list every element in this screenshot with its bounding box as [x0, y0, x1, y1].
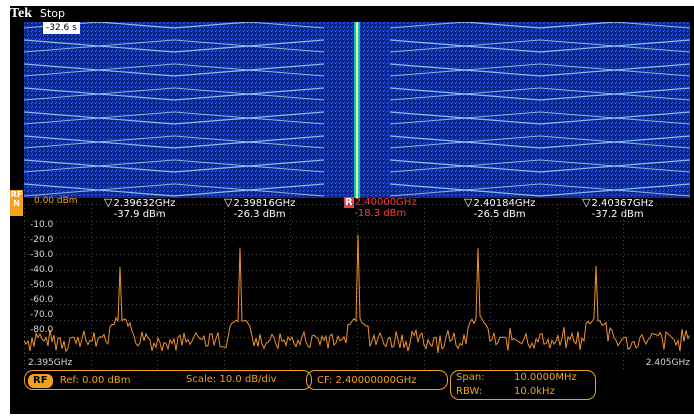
hop-trace	[389, 135, 690, 149]
x-axis-start: 2.395GHz	[28, 358, 73, 368]
hop-trace	[389, 111, 690, 125]
rf-channel-text: RF N	[10, 190, 23, 208]
hop-trace	[389, 159, 690, 173]
marker-triangle-icon: ▽	[224, 196, 233, 209]
hop-trace	[24, 183, 325, 197]
hop-trace	[389, 63, 690, 77]
marker-1-level: -37.9 dBm	[113, 209, 166, 220]
y-axis-label-1: -10.0	[30, 220, 54, 230]
span-value: 10.0000MHz	[514, 372, 577, 383]
hop-trace	[389, 39, 690, 53]
reference-level-label: 0.00 dBm	[34, 196, 78, 206]
y-axis-label-6: -60.0	[30, 295, 54, 305]
hop-trace	[24, 63, 325, 77]
hop-trace	[24, 39, 325, 53]
hop-trace	[389, 183, 690, 197]
hop-trace	[24, 39, 325, 53]
ref-level-readout: Ref: 0.00 dBm	[59, 375, 131, 386]
hop-trace	[389, 111, 690, 125]
brand-logo: Tek	[10, 6, 33, 21]
spectrogram-time-readout: -32.6 s	[43, 22, 80, 34]
spectrogram-hop-traces	[24, 22, 690, 197]
spectrum-display[interactable]	[24, 204, 690, 370]
hop-trace	[24, 135, 325, 149]
span-label: Span:	[456, 372, 485, 383]
marker-reference-level: -18.3 dBm	[354, 208, 407, 219]
marker-5[interactable]: ▽2.40367GHz -37.2 dBm	[582, 197, 653, 220]
marker-triangle-icon: ▽	[582, 196, 591, 209]
marker-triangle-icon: ▽	[464, 196, 473, 209]
hop-trace	[91, 22, 257, 29]
marker-1-freq: 2.39632GHz	[113, 198, 176, 209]
spectrogram-carrier-core	[356, 22, 358, 198]
rf-channel-indicator: RF N	[10, 190, 23, 216]
marker-4-freq: 2.40184GHz	[473, 198, 536, 209]
marker-triangle-icon: ▽	[104, 196, 113, 209]
y-axis-label-2: -20.0	[30, 235, 54, 245]
marker-5-level: -37.2 dBm	[591, 209, 644, 220]
marker-2-freq: 2.39816GHz	[233, 198, 296, 209]
marker-1[interactable]: ▽2.39632GHz -37.9 dBm	[104, 197, 175, 220]
hop-trace	[389, 39, 690, 53]
marker-2[interactable]: ▽2.39816GHz -26.3 dBm	[224, 197, 295, 220]
marker-5-freq: 2.40367GHz	[591, 198, 654, 209]
hop-trace	[24, 63, 325, 77]
y-axis-label-8: -80.0	[30, 325, 54, 335]
hop-trace	[24, 159, 325, 173]
marker-4-level: -26.5 dBm	[473, 209, 526, 220]
rbw-value: 10.0kHz	[514, 386, 555, 397]
hop-trace	[24, 135, 325, 149]
hop-trace	[457, 22, 623, 29]
hop-trace	[389, 87, 690, 101]
spectrogram-display[interactable]	[24, 22, 690, 198]
hop-trace	[24, 183, 325, 197]
hop-trace	[389, 183, 690, 197]
center-frequency-readout[interactable]: CF: 2.40000000GHz	[306, 370, 448, 390]
span-rbw-readout[interactable]	[450, 370, 596, 400]
hop-trace	[389, 159, 690, 173]
reference-marker-icon: R	[344, 197, 354, 208]
hop-trace	[24, 111, 325, 125]
marker-reference-freq: 2.40000GHz	[354, 197, 417, 208]
spectrum-trace	[24, 234, 690, 354]
marker-2-level: -26.3 dBm	[233, 209, 286, 220]
acquisition-state: Stop	[40, 7, 66, 20]
marker-4[interactable]: ▽2.40184GHz -26.5 dBm	[464, 197, 535, 220]
y-axis-label-5: -50.0	[30, 280, 54, 290]
hop-trace	[389, 63, 690, 77]
marker-reference[interactable]: R 2.40000GHz -18.3 dBm	[344, 197, 417, 219]
rf-badge: RF	[28, 374, 53, 388]
y-axis-label-7: -70.0	[30, 310, 54, 320]
hop-trace	[389, 135, 690, 149]
x-axis-end: 2.405GHz	[645, 358, 690, 368]
ref-scale-readout[interactable]: RF Ref: 0.00 dBm	[24, 370, 312, 390]
hop-trace	[389, 22, 690, 29]
hop-trace	[24, 111, 325, 125]
hop-trace	[24, 87, 325, 101]
oscilloscope-screen: Tek Stop -32.6 s RF N 0.00 dBm ▽2.39632GH…	[10, 6, 694, 414]
rbw-label: RBW:	[456, 386, 483, 397]
y-axis-label-4: -40.0	[30, 265, 54, 275]
center-frequency-text: CF: 2.40000000GHz	[317, 375, 417, 386]
hop-trace	[24, 159, 325, 173]
scale-readout: Scale: 10.0 dB/div	[186, 374, 277, 385]
hop-trace	[24, 87, 325, 101]
y-axis-label-3: -30.0	[30, 250, 54, 260]
hop-trace	[389, 87, 690, 101]
